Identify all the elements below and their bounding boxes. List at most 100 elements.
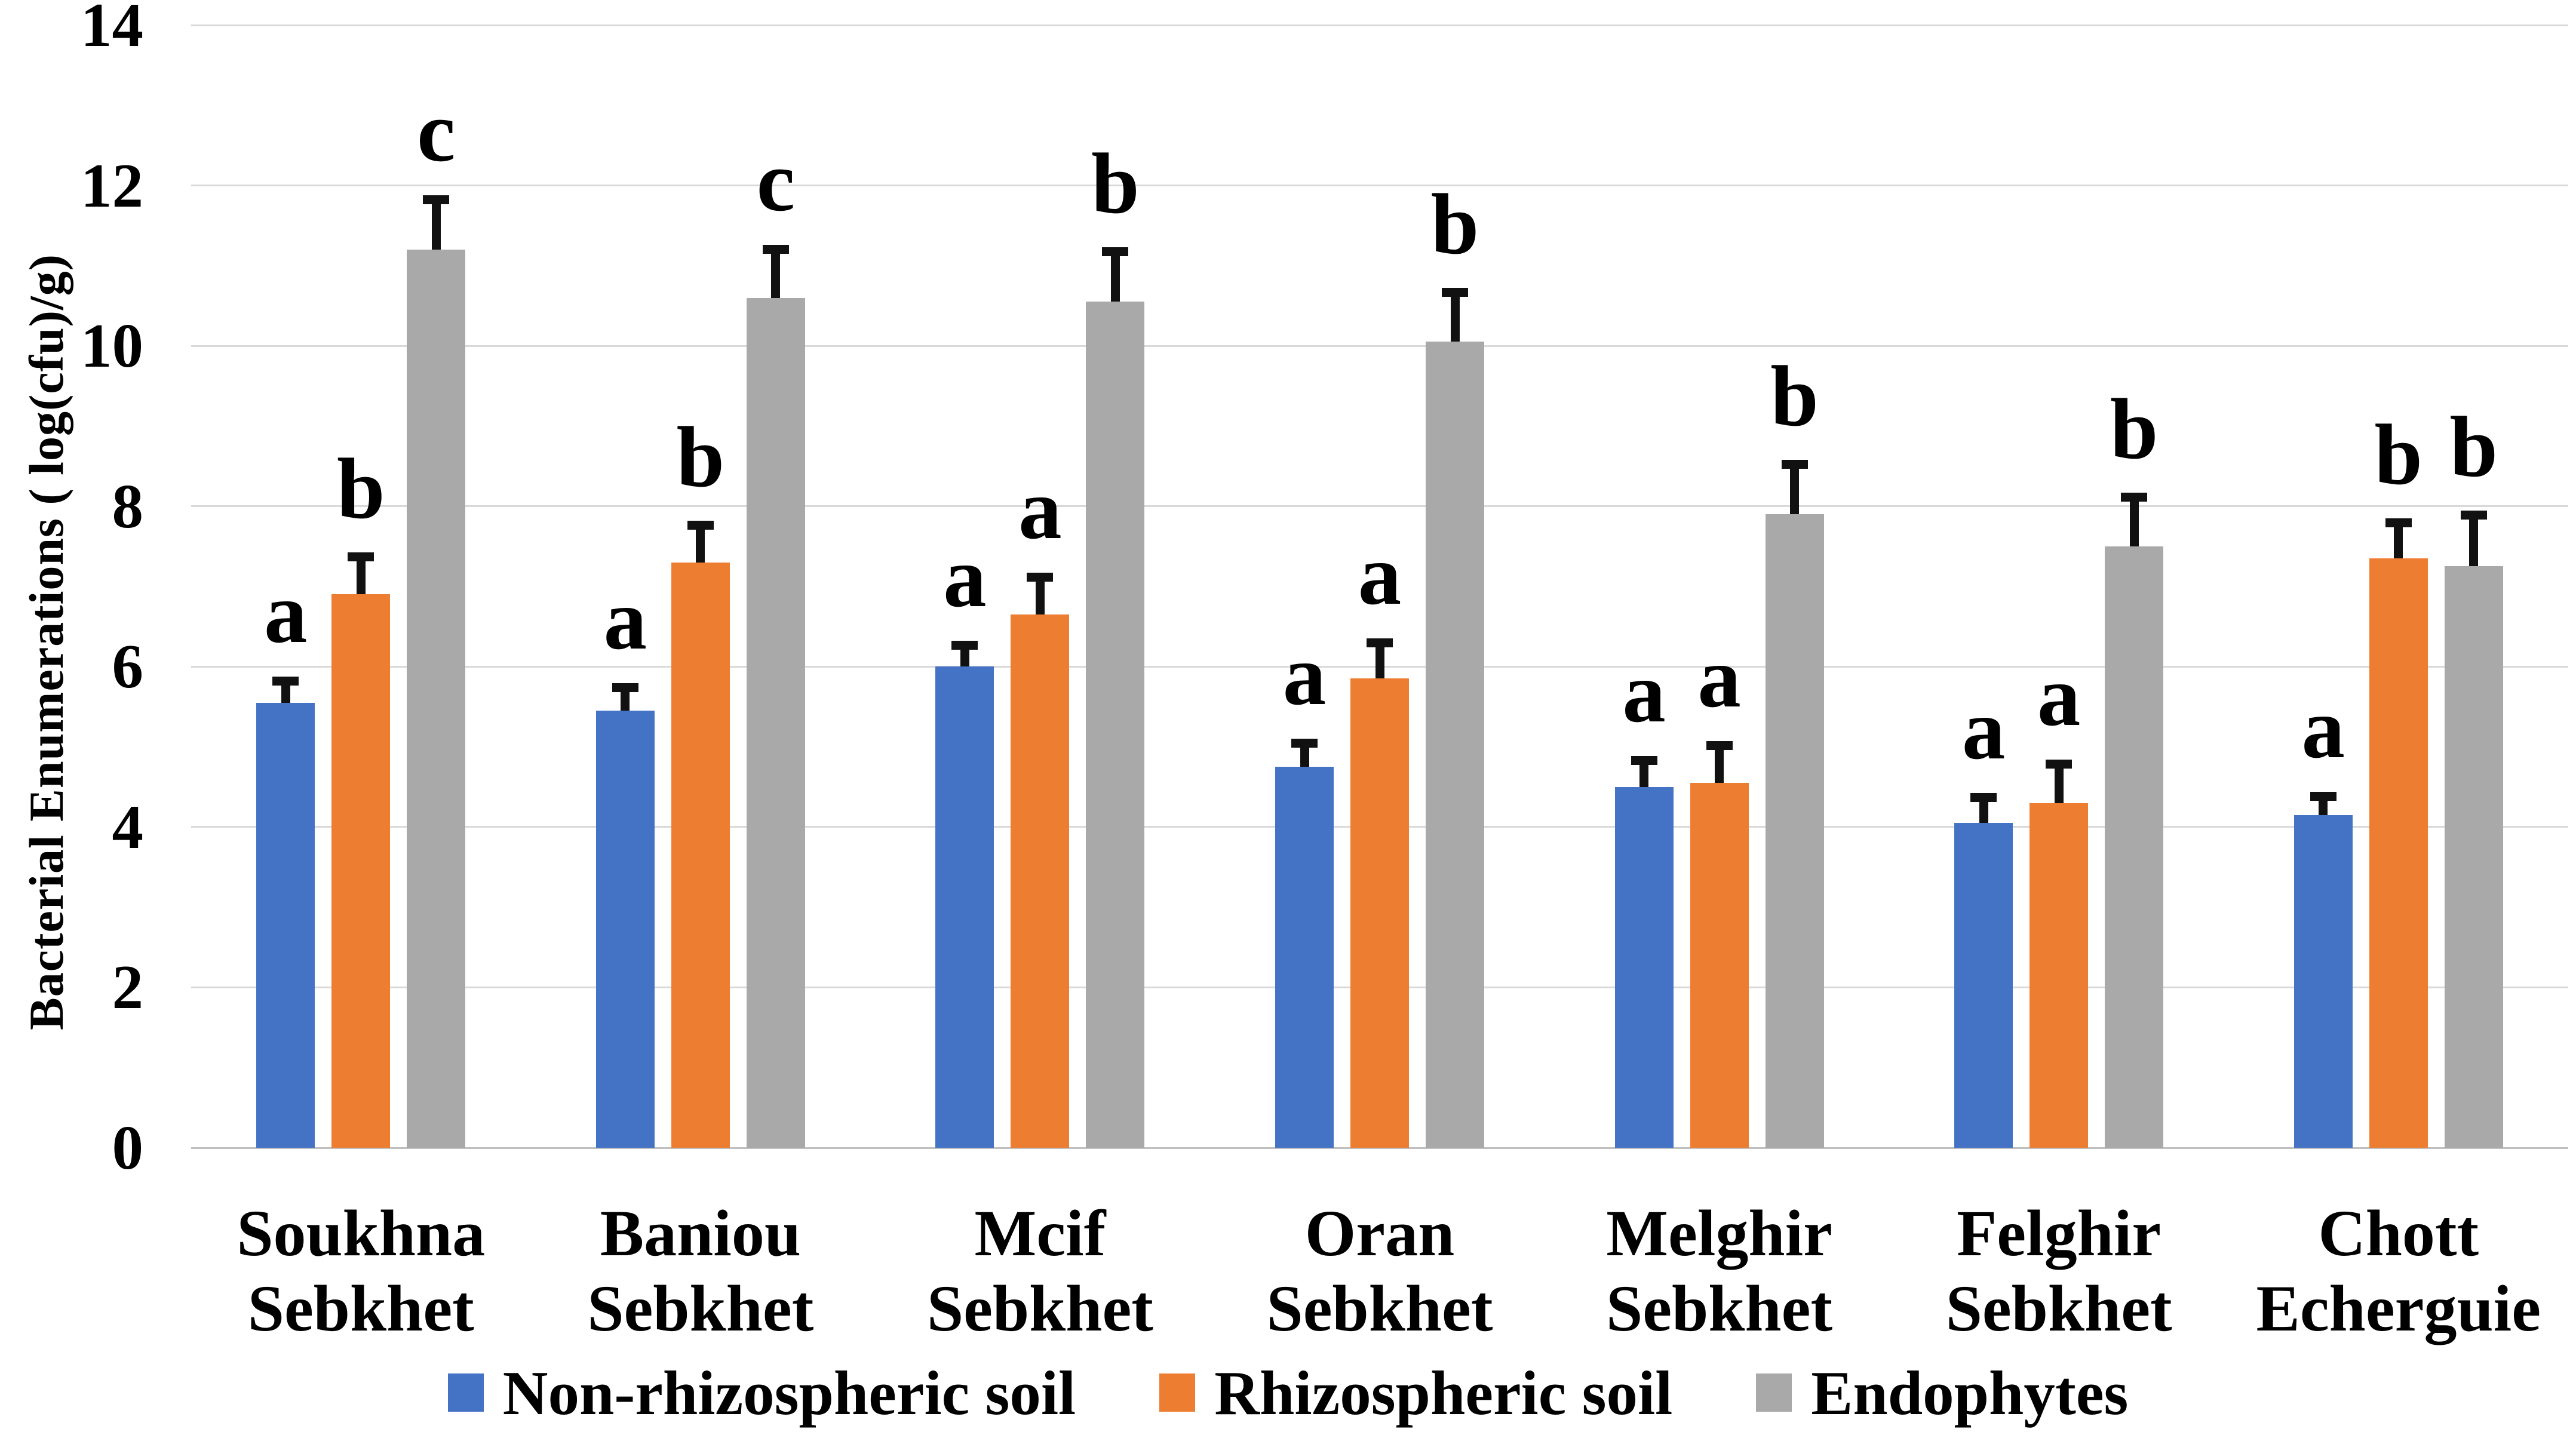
- error-bar-cap: [1631, 756, 1657, 765]
- error-bar-stem: [1450, 288, 1460, 342]
- x-axis-label-3: Mcif Sebkhet: [870, 1196, 1210, 1346]
- bar-rhizospheric-soil: b: [2369, 412, 2428, 1148]
- error-bar-cap: [2121, 493, 2148, 502]
- bar-endophytes: b: [1765, 354, 1824, 1148]
- y-tick-label: 8: [112, 471, 144, 541]
- x-axis-label-4: Oran Sebkhet: [1210, 1196, 1550, 1346]
- legend-item-label: Non-rhizospheric soil: [502, 1357, 1076, 1428]
- legend-item-non-rhizospheric-soil: Non-rhizospheric soil: [447, 1357, 1076, 1429]
- error-bar-stem: [2129, 493, 2139, 546]
- error-bar-cap: [1291, 739, 1318, 748]
- x-axis-label-line: Chott: [2318, 1197, 2479, 1270]
- error-bar-cap: [423, 195, 450, 204]
- error-bar-stem: [1375, 638, 1384, 678]
- x-axis-labels: Soukhna Sebkhet Baniou Sebkhet Mcif Sebkhet Or…: [191, 1196, 2568, 1346]
- error-bar-cap: [1706, 741, 1733, 750]
- x-axis-label-line: Sebkhet: [1606, 1272, 1833, 1345]
- x-axis-label-line: Echerguie: [2256, 1272, 2541, 1345]
- significance-letter: b: [2449, 400, 2498, 495]
- bar-non-rhizospheric-soil: a: [935, 534, 994, 1148]
- x-axis-label-line: Melghir: [1606, 1197, 1832, 1270]
- significance-letter: a: [1282, 628, 1327, 723]
- significance-letter: b: [2110, 382, 2159, 477]
- gridline: [191, 345, 2568, 347]
- legend-item-label: Rhizospheric soil: [1214, 1357, 1673, 1428]
- bar-endophytes: b: [1426, 182, 1485, 1148]
- y-tick-label: 0: [112, 1113, 144, 1182]
- bar-endophytes: c: [746, 139, 805, 1148]
- x-axis-label-6: Felghir Sebkhet: [1889, 1196, 2229, 1346]
- bar-endophytes: b: [2105, 386, 2164, 1148]
- error-bar-cap: [2460, 511, 2487, 520]
- error-bar-cap: [1027, 573, 1054, 582]
- x-axis-label-line: Baniou: [600, 1197, 802, 1270]
- error-bar-cap: [2385, 518, 2412, 527]
- error-bar-stem: [2469, 511, 2479, 566]
- significance-letter: a: [1622, 645, 1666, 740]
- bar-non-rhizospheric-soil: a: [2293, 686, 2353, 1148]
- x-axis-label-line: Sebkhet: [1945, 1272, 2172, 1345]
- error-bar-cap: [951, 641, 978, 650]
- significance-letter: a: [1697, 630, 1741, 726]
- error-bar-stem: [2054, 760, 2064, 803]
- significance-letter: a: [2301, 681, 2345, 776]
- bar-non-rhizospheric-soil: a: [256, 570, 315, 1148]
- error-bar-stem: [696, 521, 705, 563]
- error-bar-stem: [1790, 460, 1800, 514]
- bar-rhizospheric-soil: b: [331, 446, 391, 1148]
- error-bar-cap: [762, 245, 789, 254]
- error-bar-cap: [1102, 247, 1129, 256]
- error-bar-cap: [1442, 288, 1469, 297]
- error-bar-cap: [272, 677, 299, 686]
- x-axis-label-line: Soukhna: [237, 1197, 486, 1270]
- x-axis-label-5: Melghir Sebkhet: [1549, 1196, 1889, 1346]
- bar-rhizospheric-soil: b: [671, 414, 730, 1148]
- bar-rhizospheric-soil: a: [1350, 532, 1410, 1148]
- gridline: [191, 185, 2568, 187]
- error-bar-cap: [612, 683, 638, 692]
- bar-endophytes: c: [407, 89, 466, 1148]
- x-axis-label-line: Oran: [1304, 1197, 1455, 1270]
- bar-non-rhizospheric-soil: a: [595, 577, 655, 1148]
- x-axis-label-2: Baniou Sebkhet: [531, 1196, 871, 1346]
- error-bar-stem: [771, 245, 781, 298]
- legend-swatch-icon: [1756, 1373, 1792, 1412]
- significance-letter: c: [756, 134, 796, 229]
- error-bar-stem: [2394, 518, 2403, 558]
- bar-endophytes: b: [2444, 404, 2503, 1148]
- error-bar-stem: [356, 552, 366, 594]
- significance-letter: c: [417, 84, 456, 180]
- y-tick-label: 10: [81, 311, 143, 381]
- legend-item-label: Endophytes: [1811, 1357, 2129, 1428]
- x-axis-label-line: Sebkhet: [247, 1272, 474, 1345]
- significance-letter: b: [1430, 177, 1479, 272]
- legend-swatch-icon: [447, 1373, 484, 1412]
- error-bar-cap: [2046, 760, 2073, 769]
- y-tick-label: 2: [112, 952, 144, 1022]
- significance-letter: a: [1358, 527, 1402, 623]
- y-tick-label: 12: [81, 150, 143, 220]
- gridline: [191, 505, 2568, 508]
- error-bar-cap: [1970, 793, 1997, 802]
- x-axis-label-line: Sebkhet: [587, 1272, 814, 1345]
- x-axis-label-7: Chott Echerguie: [2228, 1196, 2568, 1346]
- legend-swatch-icon: [1159, 1373, 1196, 1412]
- bar-non-rhizospheric-soil: a: [1275, 632, 1334, 1148]
- bar-rhizospheric-soil: a: [1690, 635, 1749, 1148]
- significance-letter: b: [336, 441, 385, 537]
- error-bar-cap: [1781, 460, 1808, 469]
- significance-letter: a: [264, 566, 308, 661]
- x-axis-label-1: Soukhna Sebkhet: [191, 1196, 531, 1346]
- y-tick-label: 4: [112, 791, 144, 862]
- legend-item-rhizospheric-soil: Rhizospheric soil: [1159, 1357, 1672, 1429]
- x-axis-label-line: Mcif: [974, 1197, 1106, 1270]
- x-axis-line: [191, 1147, 2568, 1149]
